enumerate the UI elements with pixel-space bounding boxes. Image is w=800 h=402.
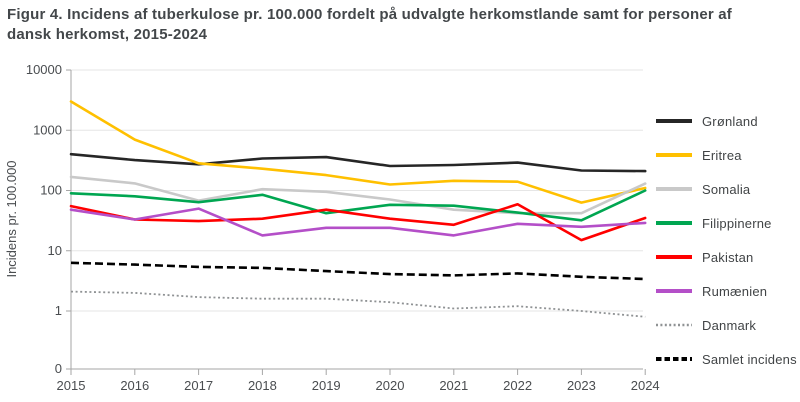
x-tick-label-2024: 2024: [631, 378, 660, 393]
legend-label-gronland: Grønland: [702, 113, 758, 129]
x-tick-label-2023: 2023: [567, 378, 596, 393]
legend-label-filippinerne: Filippinerne: [702, 215, 772, 231]
legend-label-pakistan: Pakistan: [702, 249, 754, 265]
x-tick-label-2021: 2021: [439, 378, 468, 393]
legend-swatch-samlet-incidens: [656, 357, 692, 361]
series-line-gronland: [69, 152, 647, 173]
legend-label-rumaenien: Rumænien: [702, 283, 768, 299]
y-tick-label-1000: 1000: [33, 122, 62, 137]
legend-swatch-pakistan: [656, 255, 692, 259]
legend-item-gronland: Grønland: [655, 111, 797, 131]
series-line-samlet-incidens: [70, 261, 646, 281]
y-axis-title: Incidens pr. 100.000: [4, 160, 19, 277]
figure-title: Figur 4. Incidens af tuberkulose pr. 100…: [7, 6, 732, 43]
x-tick-label-2015: 2015: [57, 378, 86, 393]
series-line-pakistan: [69, 203, 647, 242]
legend-label-somalia: Somalia: [702, 181, 751, 197]
legend-item-filippinerne: Filippinerne: [655, 213, 797, 233]
legend-label-danmark: Danmark: [702, 317, 757, 333]
series-line-rumaenien: [69, 207, 647, 237]
legend-swatch-filippinerne: [656, 221, 692, 225]
x-tick-label-2020: 2020: [376, 378, 405, 393]
x-tick-label-2022: 2022: [503, 378, 532, 393]
x-tick-label-2019: 2019: [312, 378, 341, 393]
y-tick-label-10000: 10000: [26, 62, 62, 77]
legend-item-eritrea: Eritrea: [655, 145, 797, 165]
x-tick-label-2017: 2017: [184, 378, 213, 393]
legend-item-danmark: Danmark: [655, 315, 797, 335]
series-line-danmark: [70, 290, 646, 318]
legend-swatch-rumaenien: [656, 289, 692, 293]
y-tick-label-1: 1: [55, 303, 62, 318]
legend-swatch-danmark: [656, 323, 692, 327]
legend-item-rumaenien: Rumænien: [655, 281, 797, 301]
legend-swatch-gronland: [656, 119, 692, 123]
x-tick-label-2018: 2018: [248, 378, 277, 393]
y-tick-label-0: 0: [55, 361, 62, 376]
legend-swatch-somalia: [656, 187, 692, 191]
series-line-somalia: [69, 175, 647, 215]
legend-label-samlet-incidens: Samlet incidens: [702, 351, 797, 367]
legend-item-samlet-incidens: Samlet incidens: [655, 349, 797, 369]
y-tick-label-100: 100: [40, 183, 62, 198]
x-tick-label-2016: 2016: [120, 378, 149, 393]
legend: Grønland Eritrea Somalia Filippinerne Pakist…: [655, 111, 797, 369]
legend-item-pakistan: Pakistan: [655, 247, 797, 267]
legend-item-somalia: Somalia: [655, 179, 797, 199]
series-line-filippinerne: [69, 189, 647, 222]
y-tick-label-10: 10: [48, 243, 62, 258]
legend-label-eritrea: Eritrea: [702, 147, 742, 163]
series-line-eritrea: [69, 100, 647, 204]
legend-swatch-eritrea: [656, 153, 692, 157]
